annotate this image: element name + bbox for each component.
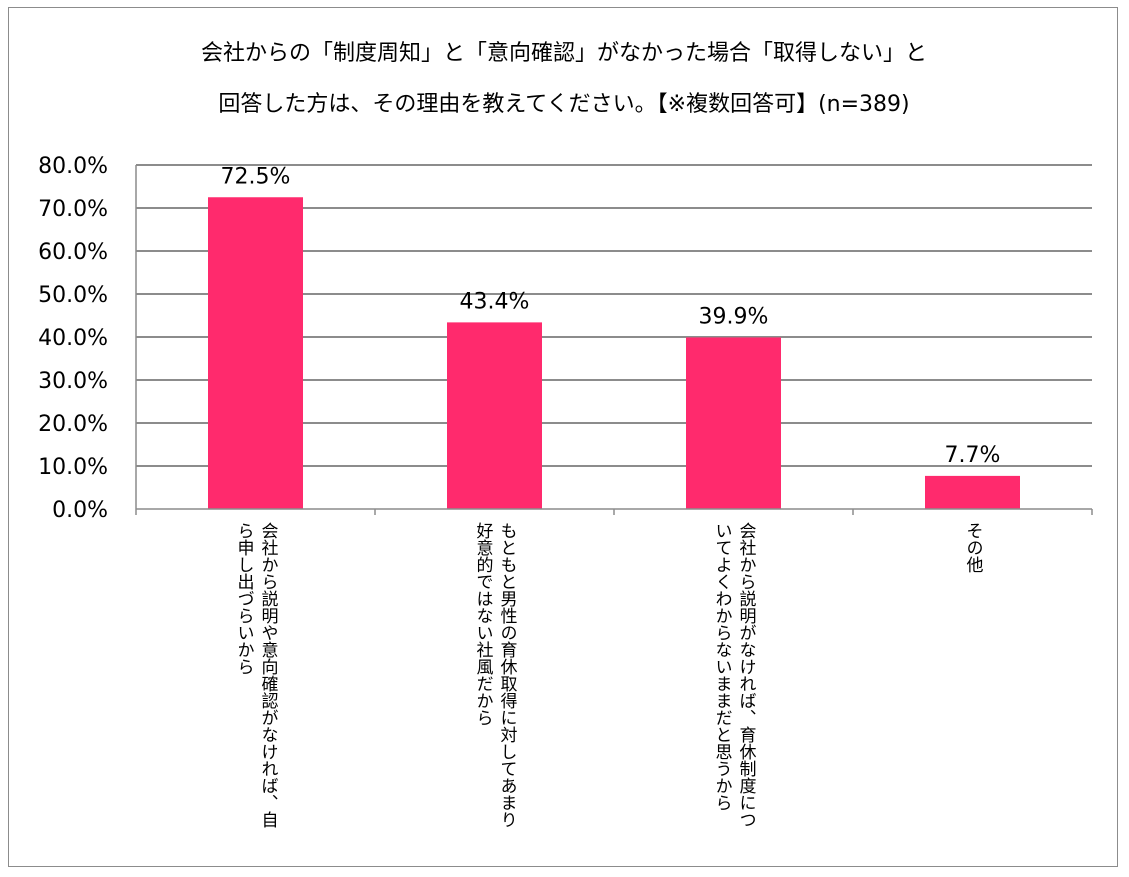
y-tick-label: 70.0% <box>38 197 108 222</box>
data-label: 7.7% <box>945 443 1001 468</box>
category-label: もともと男性の育休取得に対してあまり <box>497 522 518 828</box>
y-tick-label: 20.0% <box>38 412 108 437</box>
category-label: 好意的ではない社風だから <box>473 522 494 726</box>
bar <box>686 337 781 509</box>
data-label: 72.5% <box>221 164 291 189</box>
data-label: 39.9% <box>699 304 769 329</box>
category-label: 会社から説明や意向確認がなければ、自 <box>258 522 279 828</box>
y-tick-label: 0.0% <box>52 498 108 523</box>
data-label: 43.4% <box>460 289 530 314</box>
y-tick-label: 50.0% <box>38 283 108 308</box>
category-label: 会社から説明がなければ、育休制度につ <box>736 522 757 828</box>
chart-title: 会社からの「制度周知」と「意向確認」がなかった場合「取得しない」と 回答した方は… <box>201 41 927 117</box>
chart-frame <box>8 7 1118 867</box>
y-tick-label: 10.0% <box>38 455 108 480</box>
chart-title-line-1: 会社からの「制度周知」と「意向確認」がなかった場合「取得しない」と <box>201 41 927 66</box>
y-tick-label: 80.0% <box>38 154 108 179</box>
x-axis <box>135 165 1093 515</box>
bar <box>925 475 1020 509</box>
chart-title-line-2: 回答した方は、その理由を教えてください。【※複数回答可】(n=389) <box>218 92 909 117</box>
y-tick-label: 40.0% <box>38 326 108 351</box>
y-tick-label: 60.0% <box>38 240 108 265</box>
category-label: ら申し出づらいから <box>234 522 254 675</box>
data-labels: 72.5% 43.4% 39.9% 7.7% <box>221 164 1001 468</box>
bar <box>208 197 303 509</box>
category-label: いてよくわからないままだと思うから <box>712 522 733 811</box>
bars <box>208 197 1020 509</box>
y-tick-label: 30.0% <box>38 369 108 394</box>
bar <box>447 322 542 509</box>
y-axis-ticks: 0.0% 10.0% 20.0% 30.0% 40.0% 50.0% 60.0% 70.0% 8… <box>38 154 108 523</box>
category-label: その他 <box>963 522 984 573</box>
